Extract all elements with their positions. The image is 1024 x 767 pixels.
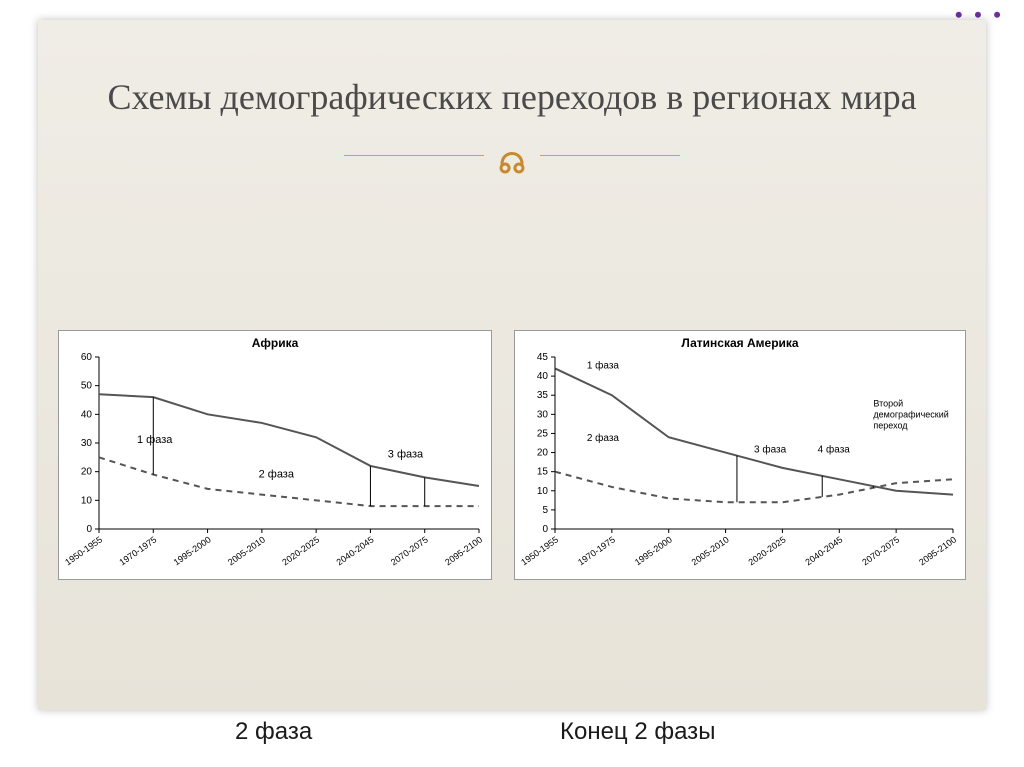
svg-text:1970-1975: 1970-1975 [576,534,617,567]
svg-text:20: 20 [537,448,549,459]
svg-text:2 фаза: 2 фаза [587,432,620,444]
charts-row: Африка01020304050601950-19551970-1975199… [58,330,966,580]
svg-text:2070-2075: 2070-2075 [389,534,430,567]
chart-latin-america: Латинская Америка 0 5 10 15 20 25 30 35 40 45 1950-… [514,330,966,580]
svg-text:0: 0 [86,524,92,535]
svg-text:2095-2100: 2095-2100 [917,534,958,567]
svg-text:2020-2025: 2020-2025 [280,534,321,567]
svg-text:2095-2100: 2095-2100 [443,534,484,567]
caption-left: 2 фаза [235,718,312,746]
svg-text:1995-2000: 1995-2000 [633,534,674,567]
svg-text:35: 35 [537,390,549,401]
ornament [38,130,986,181]
svg-text:45: 45 [537,352,549,363]
svg-text:10: 10 [537,486,549,497]
svg-text:40: 40 [81,409,93,420]
svg-text:30: 30 [81,438,93,449]
svg-text:1 фаза: 1 фаза [587,359,620,371]
svg-text:3 фаза: 3 фаза [754,444,787,456]
svg-text:1950-1955: 1950-1955 [63,534,104,567]
svg-text:Второй: Второй [873,399,903,409]
svg-text:2005-2010: 2005-2010 [690,534,731,567]
svg-text:2070-2075: 2070-2075 [860,534,901,567]
svg-text:30: 30 [537,409,549,420]
page-root: • • • Схемы демографических переходов в … [0,0,1024,767]
svg-text:2 фаза: 2 фаза [259,468,295,480]
svg-text:1970-1975: 1970-1975 [117,534,158,567]
svg-text:1 фаза: 1 фаза [137,434,173,446]
svg-text:20: 20 [81,467,93,478]
svg-text:4 фаза: 4 фаза [818,444,851,456]
svg-text:40: 40 [537,371,549,382]
svg-text:15: 15 [537,467,549,478]
ornament-curl-icon [488,136,536,187]
ornament-line-left [344,155,484,156]
svg-text:Африка: Африка [252,336,299,350]
svg-text:2020-2025: 2020-2025 [747,534,788,567]
svg-text:2005-2010: 2005-2010 [226,534,267,567]
ornament-line-right [540,155,680,156]
svg-text:1950-1955: 1950-1955 [519,534,560,567]
svg-text:переход: переход [873,421,908,431]
caption-right: Конец 2 фазы [560,718,715,746]
svg-text:2040-2045: 2040-2045 [335,534,376,567]
svg-text:60: 60 [81,352,93,363]
svg-text:25: 25 [537,428,549,439]
svg-text:10: 10 [81,495,93,506]
svg-text:50: 50 [81,381,93,392]
svg-text:2040-2045: 2040-2045 [803,534,844,567]
svg-text:демографический: демографический [873,410,948,420]
svg-text:1995-2000: 1995-2000 [172,534,213,567]
chart-africa: Африка 0 10 20 30 40 50 60 1950-1955 1970-1975 199… [58,330,492,580]
svg-text:5: 5 [542,505,548,516]
slide: Схемы демографических переходов в регион… [38,20,986,710]
svg-text:0: 0 [542,524,548,535]
slide-title: Схемы демографических переходов в регион… [38,20,986,120]
svg-text:3 фаза: 3 фаза [388,448,424,460]
svg-text:Латинская Америка: Латинская Америка [681,336,799,350]
